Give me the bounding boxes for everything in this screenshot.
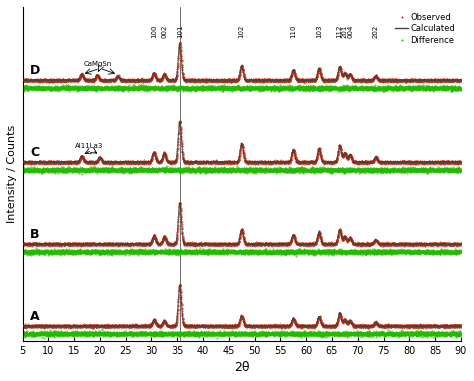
- Text: 112: 112: [337, 24, 343, 38]
- Text: B: B: [30, 228, 40, 241]
- Text: 103: 103: [316, 24, 322, 38]
- X-axis label: 2θ: 2θ: [234, 361, 249, 374]
- Text: C: C: [30, 146, 39, 159]
- Text: 004: 004: [347, 24, 353, 38]
- Text: 002: 002: [161, 24, 167, 38]
- Text: 202: 202: [373, 24, 379, 38]
- Text: 201: 201: [342, 24, 348, 38]
- Text: Al11La3: Al11La3: [75, 143, 104, 149]
- Text: CaMgSn: CaMgSn: [83, 61, 111, 67]
- Text: 101: 101: [177, 24, 183, 38]
- Legend: Observed, Calculated, Difference: Observed, Calculated, Difference: [394, 11, 457, 46]
- Text: 100: 100: [151, 24, 157, 38]
- Text: A: A: [30, 310, 40, 323]
- Text: 110: 110: [290, 24, 296, 38]
- Text: 102: 102: [239, 24, 245, 38]
- Text: D: D: [30, 64, 40, 77]
- Y-axis label: Intensity / Counts: Intensity / Counts: [7, 125, 17, 223]
